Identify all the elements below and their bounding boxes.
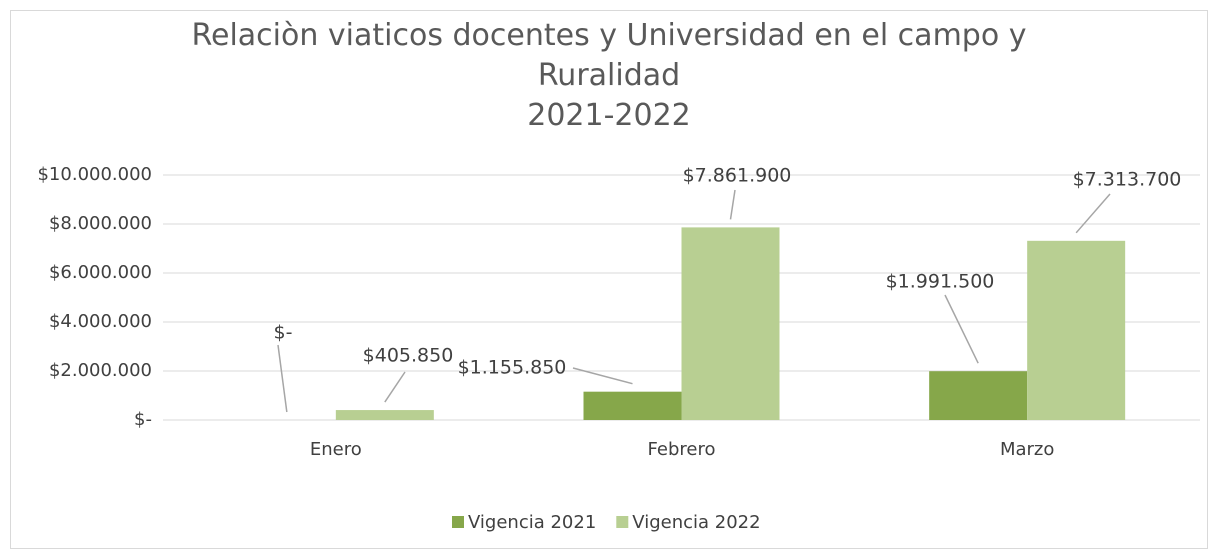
bar	[929, 371, 1028, 420]
y-tick-label: $8.000.000	[49, 213, 152, 234]
y-tick-label: $-	[134, 409, 152, 430]
data-label: $7.861.900	[683, 165, 792, 187]
bar	[681, 227, 780, 420]
y-tick-label: $2.000.000	[49, 360, 152, 381]
legend-swatch	[616, 516, 629, 528]
y-tick-label: $4.000.000	[49, 311, 152, 332]
x-tick-label: Febrero	[648, 439, 716, 460]
data-label: $1.155.850	[458, 357, 567, 379]
bar	[335, 410, 434, 420]
leader-line	[729, 189, 736, 220]
x-tick-label: Enero	[310, 439, 362, 460]
data-label: $1.991.500	[886, 271, 995, 293]
leader-line	[384, 371, 406, 403]
legend-label: Vigencia 2022	[632, 512, 760, 533]
chart-border	[10, 10, 1208, 549]
y-tick-label: $6.000.000	[49, 262, 152, 283]
legend-label: Vigencia 2021	[468, 512, 596, 533]
leader-line	[944, 294, 979, 364]
data-label: $-	[274, 322, 293, 344]
chart-subtitle: 2021-2022	[527, 98, 691, 133]
y-tick-label: $10.000.000	[37, 164, 152, 185]
leader-line	[277, 344, 288, 413]
leader-line	[572, 367, 633, 385]
leader-line	[1075, 193, 1111, 234]
chart-title-block: Relaciòn viaticos docentes y Universidad…	[184, 16, 1034, 136]
legend-swatch	[452, 516, 464, 528]
bar	[1027, 240, 1126, 420]
x-tick-label: Marzo	[1000, 439, 1054, 460]
chart-title: Relaciòn viaticos docentes y Universidad…	[191, 18, 1027, 93]
data-label: $405.850	[363, 345, 454, 367]
bar	[583, 391, 682, 420]
data-label: $7.313.700	[1073, 169, 1182, 191]
